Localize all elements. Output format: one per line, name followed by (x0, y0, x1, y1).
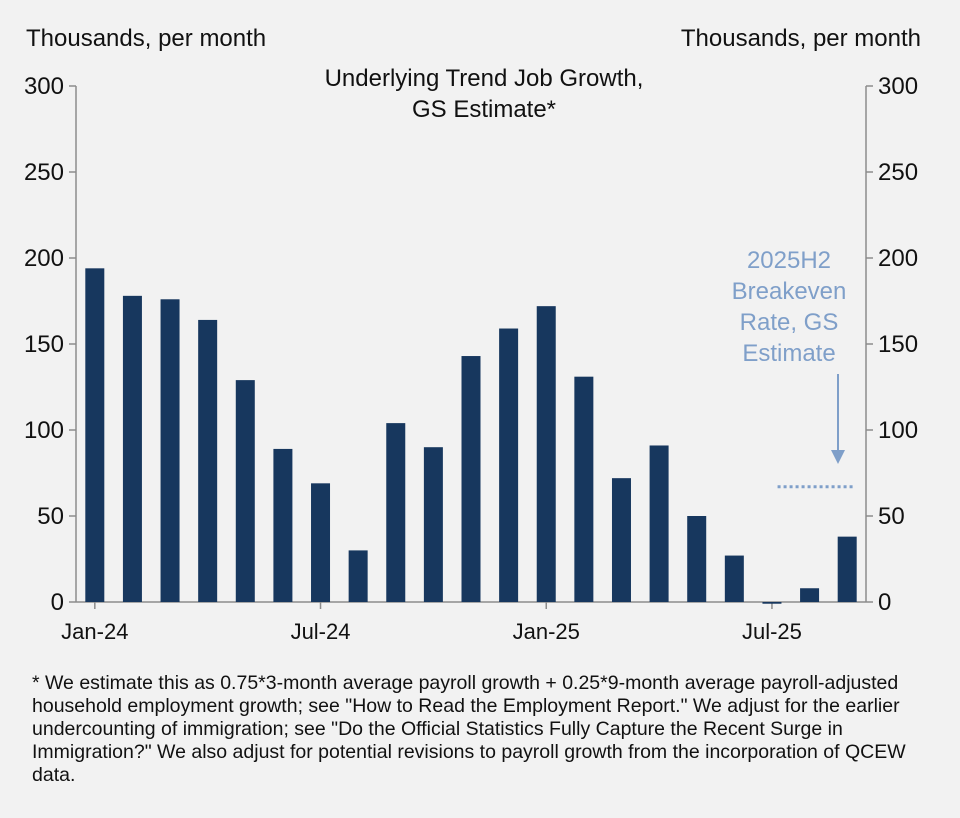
breakeven-label-line: Breakeven (732, 278, 847, 305)
bar-Jul-25 (762, 602, 782, 604)
bar-Oct-24 (423, 447, 443, 602)
left-y-tick-label: 0 (51, 589, 64, 616)
bar-Jul-24 (311, 483, 331, 602)
left-y-tick-label: 50 (37, 503, 64, 530)
bar-Dec-24 (499, 328, 519, 602)
bar-May-24 (235, 380, 255, 602)
x-tick-label: Jan-24 (61, 619, 128, 644)
bar-Jan-25 (536, 306, 556, 602)
job-growth-bar-chart: Thousands, per month Thousands, per mont… (24, 25, 921, 644)
breakeven-annotation: 2025H2 Breakeven Rate, GS Estimate (732, 247, 856, 489)
bar-Sep-25 (837, 536, 857, 602)
bar-Aug-25 (800, 588, 820, 602)
chart-title-line-2: GS Estimate* (412, 96, 556, 123)
right-axis-unit-label: Thousands, per month (681, 25, 921, 52)
left-y-tick-label: 300 (24, 73, 64, 100)
bar-Feb-24 (122, 295, 142, 602)
left-y-tick-label: 250 (24, 159, 64, 186)
left-y-tick-label: 100 (24, 417, 64, 444)
breakeven-arrow-head (831, 450, 845, 464)
left-y-tick-label: 200 (24, 245, 64, 272)
bar-Apr-25 (649, 445, 669, 602)
right-y-tick-label: 50 (878, 503, 905, 530)
left-axis-unit-label: Thousands, per month (26, 25, 266, 52)
bar-Mar-25 (611, 478, 631, 602)
bar-Mar-24 (160, 299, 180, 602)
bar-Jun-24 (273, 448, 293, 602)
footnote: * We estimate this as 0.75*3-month avera… (32, 672, 906, 786)
bar-Sep-24 (386, 423, 406, 602)
bar-Aug-24 (348, 550, 368, 602)
x-tick-label: Jul-25 (742, 619, 802, 644)
x-tick-label: Jul-24 (291, 619, 351, 644)
breakeven-label-line: Estimate (742, 340, 835, 367)
bar-Jan-24 (85, 268, 105, 602)
chart-title-line-1: Underlying Trend Job Growth, (325, 65, 644, 92)
left-y-tick-label: 150 (24, 331, 64, 358)
bar-Nov-24 (461, 356, 481, 602)
right-y-tick-label: 250 (878, 159, 918, 186)
right-y-tick-label: 0 (878, 589, 891, 616)
right-y-tick-label: 300 (878, 73, 918, 100)
bar-Jun-25 (724, 555, 744, 602)
axes: 0 0 50 50 100 100 150 150 200 200 250 250 300 300 Jan-… (24, 73, 918, 644)
bars (85, 268, 857, 604)
x-tick-label: Jan-25 (513, 619, 580, 644)
right-y-tick-label: 150 (878, 331, 918, 358)
right-y-tick-label: 200 (878, 245, 918, 272)
breakeven-label-line: Rate, GS (740, 309, 839, 336)
bar-Apr-24 (198, 319, 218, 602)
bar-Feb-25 (574, 376, 594, 602)
right-y-tick-label: 100 (878, 417, 918, 444)
bar-May-25 (687, 516, 707, 602)
breakeven-label-line: 2025H2 (747, 247, 831, 274)
